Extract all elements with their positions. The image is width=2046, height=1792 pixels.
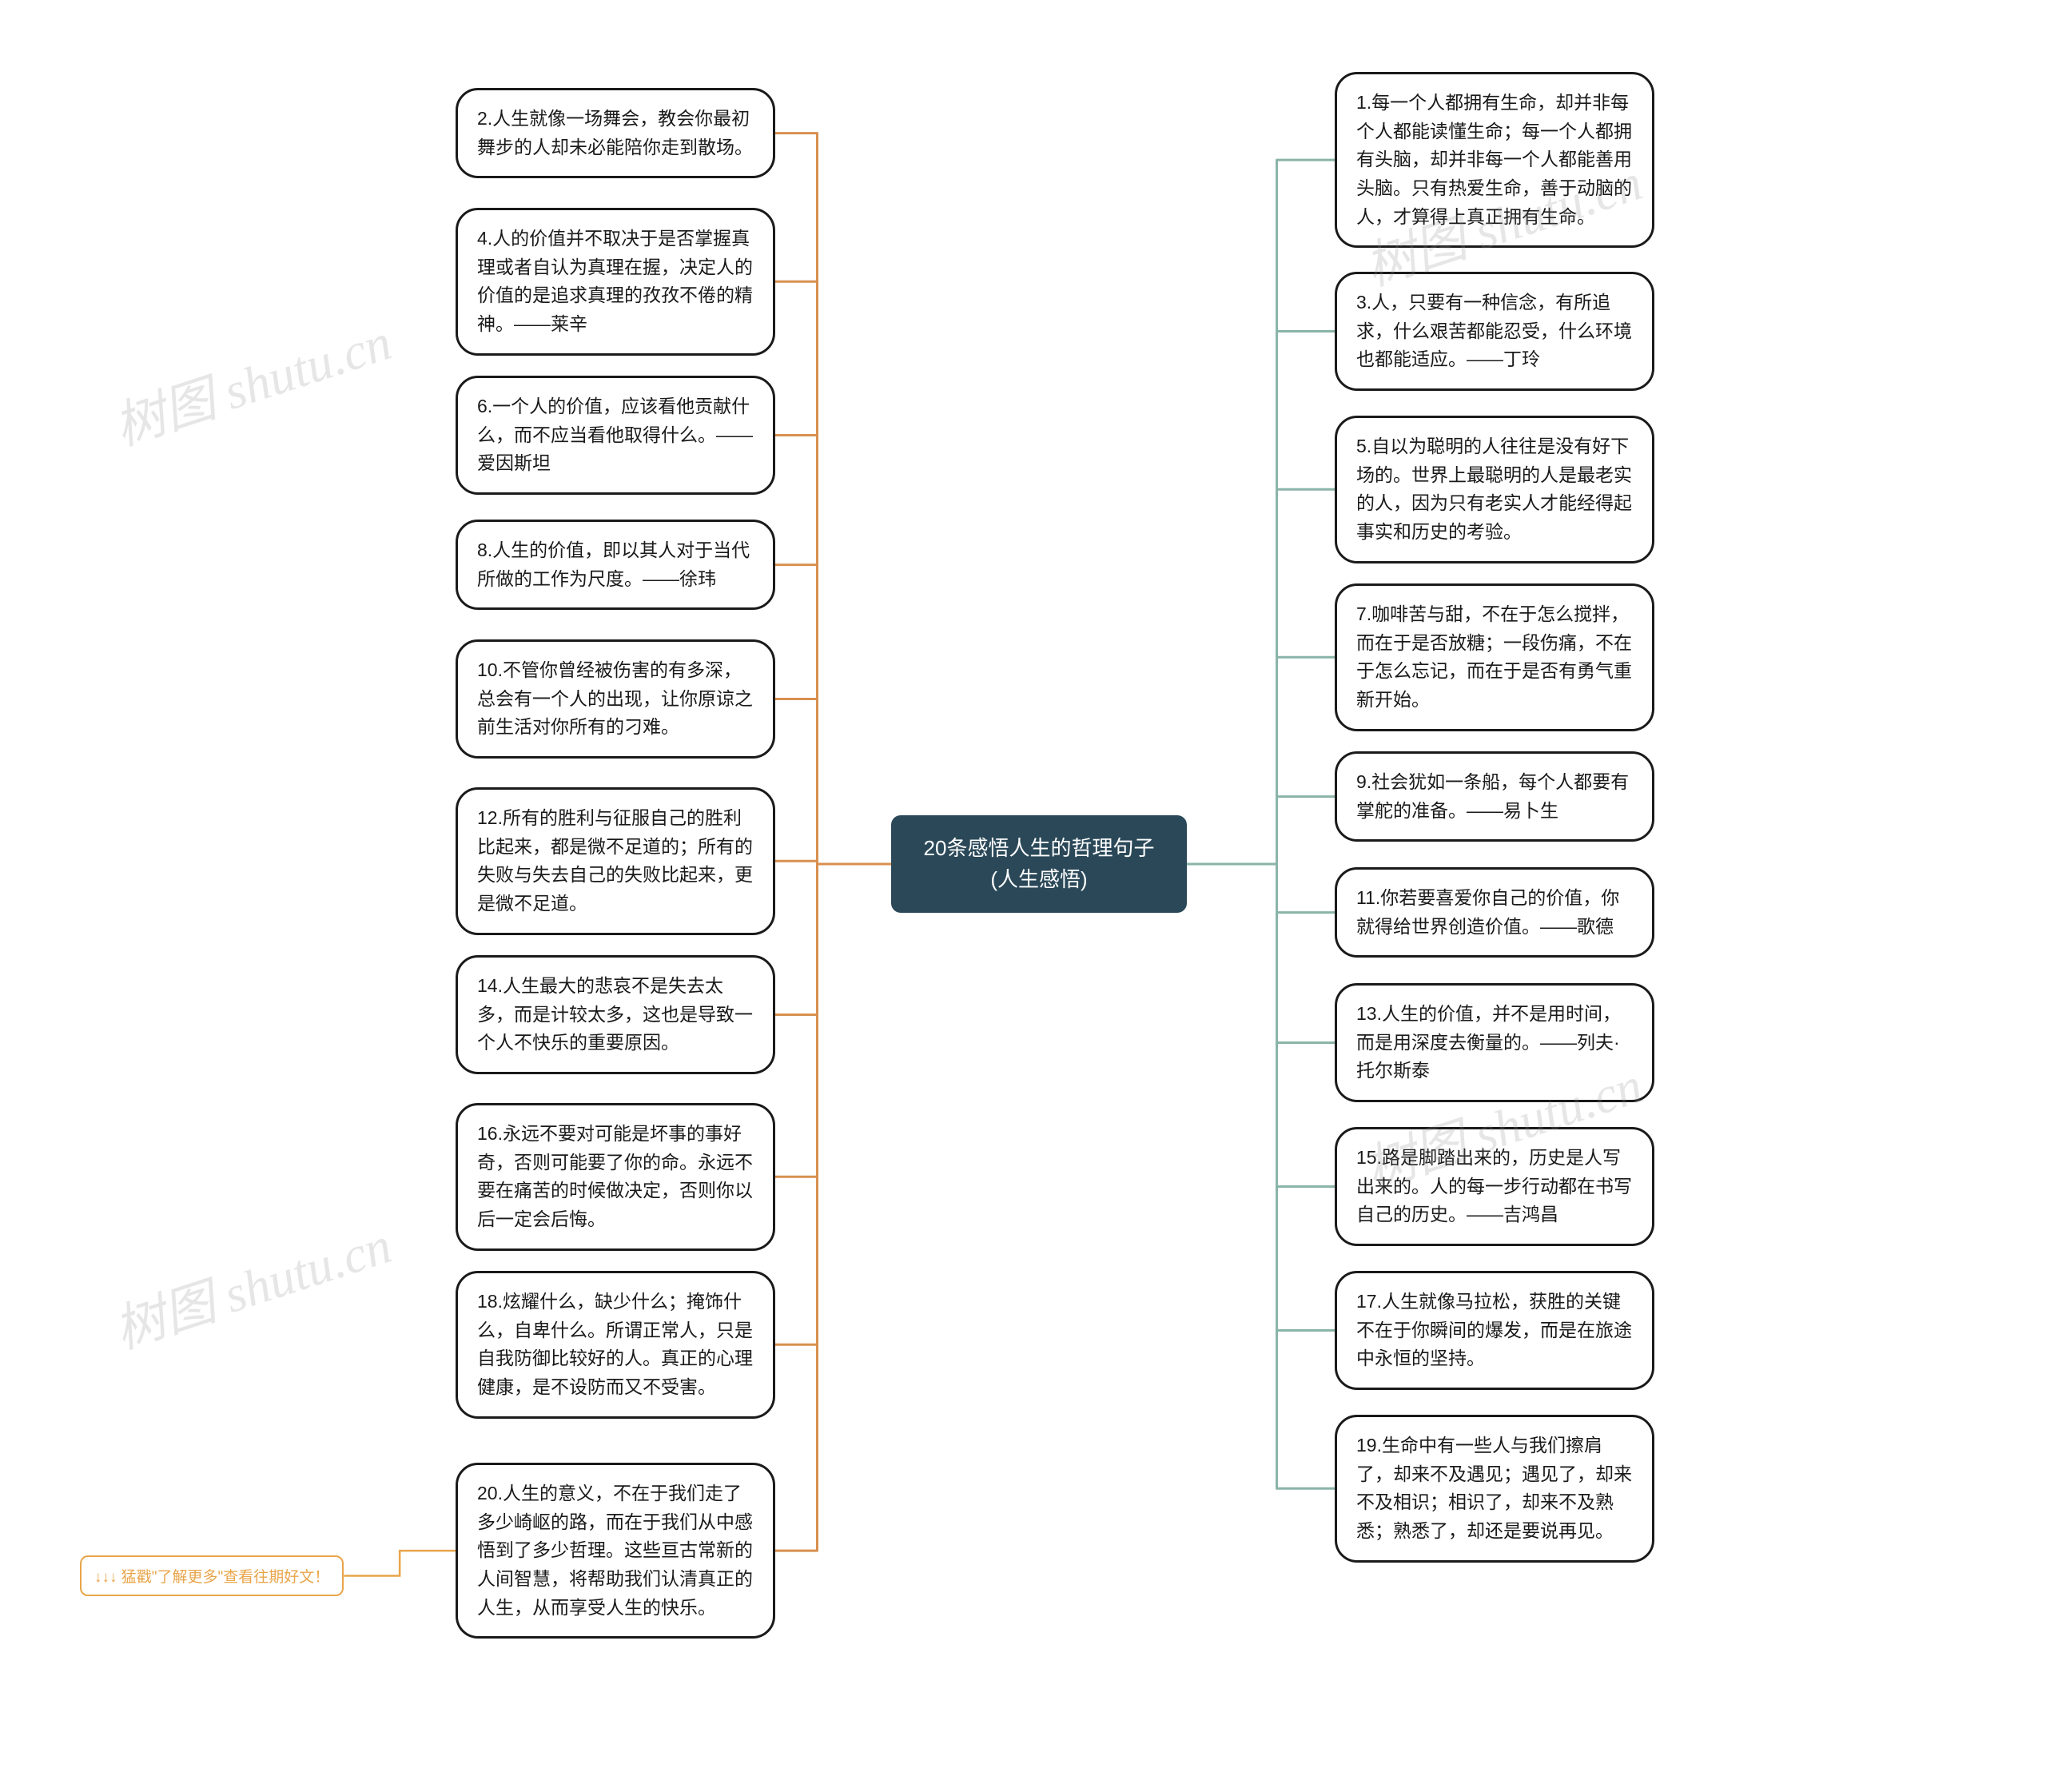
right-node: 13.人生的价值，并不是用时间，而是用深度去衡量的。——列夫·托尔斯泰 (1335, 983, 1654, 1102)
right-node: 9.社会犹如一条船，每个人都要有掌舵的准备。——易卜生 (1335, 751, 1654, 842)
left-node: 8.人生的价值，即以其人对于当代所做的工作为尺度。——徐玮 (456, 520, 775, 610)
node-text: 14.人生最大的悲哀不是失去太多，而是计较太多，这也是导致一个人不快乐的重要原因… (477, 975, 753, 1053)
node-text: 6.一个人的价值，应该看他贡献什么，而不应当看他取得什么。——爱因斯坦 (477, 396, 753, 473)
node-text: 19.生命中有一些人与我们擦肩了，却来不及遇见；遇见了，却来不及相识；相识了，却… (1356, 1435, 1632, 1541)
node-text: 9.社会犹如一条船，每个人都要有掌舵的准备。——易卜生 (1356, 771, 1629, 821)
left-node: 18.炫耀什么，缺少什么；掩饰什么，自卑什么。所谓正常人，只是自我防御比较好的人… (456, 1271, 775, 1419)
node-text: 8.人生的价值，即以其人对于当代所做的工作为尺度。——徐玮 (477, 540, 750, 589)
right-node: 15.路是脚踏出来的，历史是人写出来的。人的每一步行动都在书写自己的历史。——吉… (1335, 1127, 1654, 1246)
node-text: 3.人，只要有一种信念，有所追求，什么艰苦都能忍受，什么环境也都能适应。——丁玲 (1356, 292, 1632, 369)
left-node: 10.不管你曾经被伤害的有多深，总会有一个人的出现，让你原谅之前生活对你所有的刁… (456, 639, 775, 759)
right-node: 17.人生就像马拉松，获胜的关键不在于你瞬间的爆发，而是在旅途中永恒的坚持。 (1335, 1271, 1654, 1390)
watermark: 树图 shutu.cn (104, 1205, 400, 1363)
right-node: 7.咖啡苦与甜，不在于怎么搅拌，而在于是否放糖；一段伤痛，不在于怎么忘记，而在于… (1335, 583, 1654, 731)
node-text: 18.炫耀什么，缺少什么；掩饰什么，自卑什么。所谓正常人，只是自我防御比较好的人… (477, 1291, 753, 1397)
node-text: 7.咖啡苦与甜，不在于怎么搅拌，而在于是否放糖；一段伤痛，不在于怎么忘记，而在于… (1356, 603, 1632, 710)
node-text: 10.不管你曾经被伤害的有多深，总会有一个人的出现，让你原谅之前生活对你所有的刁… (477, 659, 753, 737)
node-text: 12.所有的胜利与征服自己的胜利比起来，都是微不足道的；所有的失败与失去自己的失… (477, 807, 753, 914)
center-node-text: 20条感悟人生的哲理句子(人生感悟) (924, 836, 1155, 891)
node-text: 2.人生就像一场舞会，教会你最初舞步的人却未必能陪你走到散场。 (477, 108, 753, 157)
right-node: 5.自以为聪明的人往往是没有好下场的。世界上最聪明的人是最老实的人，因为只有老实… (1335, 416, 1654, 563)
left-node: 14.人生最大的悲哀不是失去太多，而是计较太多，这也是导致一个人不快乐的重要原因… (456, 955, 775, 1074)
mindmap-canvas: 20条感悟人生的哲理句子(人生感悟) 1.每一个人都拥有生命，却并非每个人都能读… (0, 0, 2046, 1792)
node-text: 16.永远不要对可能是坏事的事好奇，否则可能要了你的命。永远不要在痛苦的时候做决… (477, 1123, 753, 1229)
left-node: 16.永远不要对可能是坏事的事好奇，否则可能要了你的命。永远不要在痛苦的时候做决… (456, 1103, 775, 1251)
left-node: 4.人的价值并不取决于是否掌握真理或者自认为真理在握，决定人的价值的是追求真理的… (456, 208, 775, 356)
left-node: 6.一个人的价值，应该看他贡献什么，而不应当看他取得什么。——爱因斯坦 (456, 376, 775, 495)
right-node: 1.每一个人都拥有生命，却并非每个人都能读懂生命；每一个人都拥有头脑，却并非每一… (1335, 72, 1654, 248)
node-text: 11.你若要喜爱你自己的价值，你就得给世界创造价值。——歌德 (1356, 887, 1619, 937)
left-node: 2.人生就像一场舞会，教会你最初舞步的人却未必能陪你走到散场。 (456, 88, 775, 178)
right-node: 11.你若要喜爱你自己的价值，你就得给世界创造价值。——歌德 (1335, 867, 1654, 958)
left-node: 20.人生的意义，不在于我们走了多少崎岖的路，而在于我们从中感悟到了多少哲理。这… (456, 1463, 775, 1639)
node-text: 15.路是脚踏出来的，历史是人写出来的。人的每一步行动都在书写自己的历史。——吉… (1356, 1147, 1632, 1225)
right-node: 3.人，只要有一种信念，有所追求，什么艰苦都能忍受，什么环境也都能适应。——丁玲 (1335, 272, 1654, 391)
right-node: 19.生命中有一些人与我们擦肩了，却来不及遇见；遇见了，却来不及相识；相识了，却… (1335, 1415, 1654, 1563)
node-text: 4.人的价值并不取决于是否掌握真理或者自认为真理在握，决定人的价值的是追求真理的… (477, 228, 753, 334)
left-node: 12.所有的胜利与征服自己的胜利比起来，都是微不足道的；所有的失败与失去自己的失… (456, 787, 775, 935)
watermark: 树图 shutu.cn (104, 301, 400, 460)
cta-text: ↓↓↓ 猛戳"了解更多"查看往期好文！ (94, 1569, 329, 1586)
center-node: 20条感悟人生的哲理句子(人生感悟) (891, 815, 1187, 913)
node-text: 5.自以为聪明的人往往是没有好下场的。世界上最聪明的人是最老实的人，因为只有老实… (1356, 436, 1632, 542)
node-text: 13.人生的价值，并不是用时间，而是用深度去衡量的。——列夫·托尔斯泰 (1356, 1003, 1621, 1081)
node-text: 17.人生就像马拉松，获胜的关键不在于你瞬间的爆发，而是在旅途中永恒的坚持。 (1356, 1291, 1632, 1368)
node-text: 1.每一个人都拥有生命，却并非每个人都能读懂生命；每一个人都拥有头脑，却并非每一… (1356, 92, 1632, 227)
cta-link[interactable]: ↓↓↓ 猛戳"了解更多"查看往期好文！ (80, 1555, 344, 1596)
node-text: 20.人生的意义，不在于我们走了多少崎岖的路，而在于我们从中感悟到了多少哲理。这… (477, 1483, 753, 1618)
